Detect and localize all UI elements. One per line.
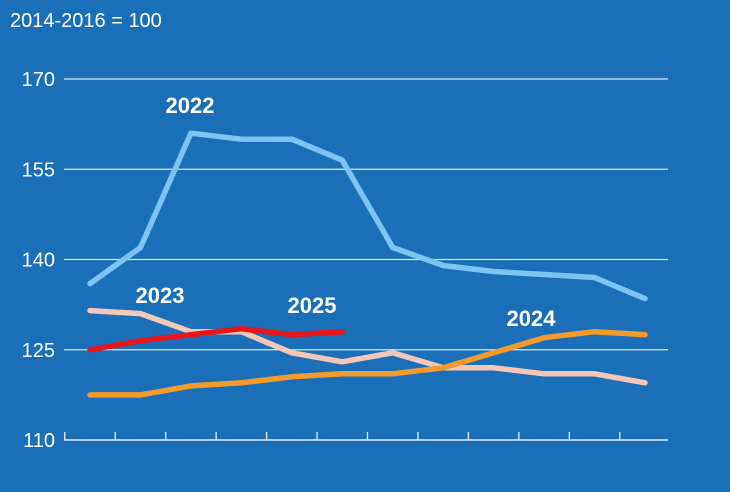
series-line-2023 xyxy=(87,307,648,386)
series-label-2022: 2022 xyxy=(166,93,215,118)
unit-label: 2014-2016 = 100 xyxy=(10,10,162,32)
y-tick-label: 170 xyxy=(22,69,55,91)
series-label-2025: 2025 xyxy=(288,293,337,318)
y-tick-label: 140 xyxy=(22,250,55,272)
y-tick-label: 110 xyxy=(23,430,55,452)
gridlines xyxy=(64,78,668,351)
series-line-2025 xyxy=(87,325,346,353)
series-label-2024: 2024 xyxy=(507,306,557,331)
y-axis-tick-labels: 110 125 140 155 170 xyxy=(22,69,55,452)
series-labels: 2022 2023 2024 2025 xyxy=(136,93,557,331)
y-tick-label: 125 xyxy=(22,340,55,362)
series-lines xyxy=(87,130,648,398)
series-line-2024 xyxy=(87,328,648,398)
y-tick-label: 155 xyxy=(22,159,55,181)
series-line-2022 xyxy=(87,130,648,302)
series-label-2023: 2023 xyxy=(136,283,185,308)
x-axis xyxy=(64,432,668,441)
